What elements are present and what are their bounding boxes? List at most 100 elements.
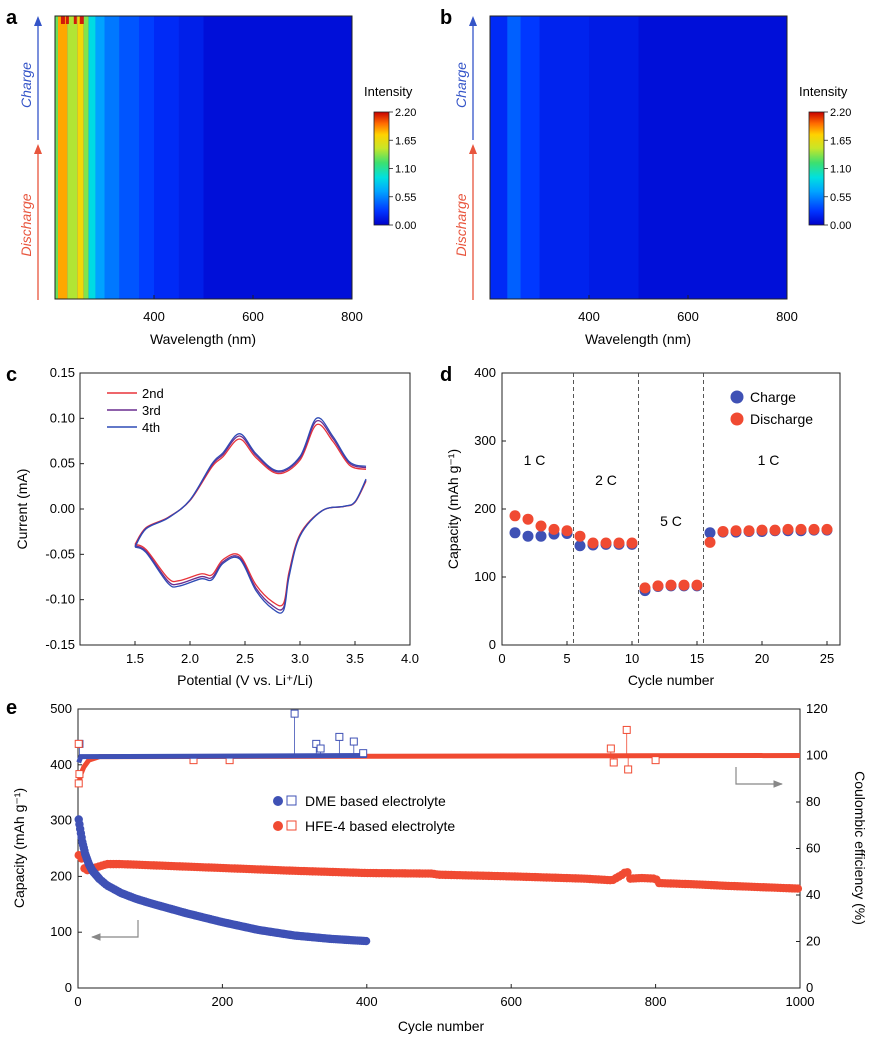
c-ytick-label: -0.15	[45, 637, 75, 652]
d-rate-label: 1 C	[758, 452, 780, 468]
a-colorbar-tick-label: 0.00	[395, 220, 416, 232]
d-point-discharge	[600, 537, 612, 549]
a-colorbar-tick-label: 2.20	[395, 107, 416, 119]
e-y2tick-label: 80	[806, 794, 820, 809]
d-point-discharge	[756, 524, 768, 536]
panel-a-colorbar	[373, 111, 390, 226]
panel-a-discharge-label: Discharge	[18, 193, 34, 256]
b-colorbar-tick-label: 1.10	[830, 164, 851, 176]
e-y2tick-label: 0	[806, 980, 813, 995]
c-ytick-label: 0.05	[50, 456, 75, 471]
d-xtick-label: 20	[755, 651, 769, 666]
panel-e-frame	[77, 708, 801, 989]
e-ce-dme-point	[359, 749, 368, 758]
c-xtick-label: 1.5	[126, 651, 144, 666]
panel-a-charge-arrowhead	[34, 16, 42, 26]
panel-label-e: e	[6, 697, 17, 719]
c-ytick-label: 0.10	[50, 410, 75, 425]
b-heat-band	[520, 16, 540, 299]
d-point-discharge	[665, 579, 677, 591]
d-xtick-label: 15	[690, 651, 704, 666]
d-xtick-label: 10	[625, 651, 639, 666]
e-y2tick-label: 120	[806, 701, 828, 716]
a-heat-hotspot	[73, 16, 77, 24]
e-xtick-label: 400	[356, 994, 378, 1009]
a-heat-hotspot	[60, 16, 65, 24]
b-heat-band	[589, 16, 639, 299]
panel-e-y2label: Coulombic efficiency (%)	[852, 771, 868, 925]
panel-c-frame	[79, 372, 411, 646]
panel-c-cv-plot: 1.5 2.0 2.5 3.0 3.5 4.0 -0.15 -0.10 -0.05 0.00 0.0…	[14, 365, 419, 688]
e-y2tick-label: 60	[806, 841, 820, 856]
panel-d-xlabel: Cycle number	[628, 672, 715, 688]
c-curve-4th-anodic	[134, 417, 367, 548]
panel-e-cycling-plot: 0 200 400 600 800 100001002003004005000204060…	[11, 701, 868, 1034]
e-ce-hfe-point	[606, 744, 615, 753]
e-ce-hfe-point	[75, 770, 84, 779]
c-xtick-label: 2.0	[181, 651, 199, 666]
d-point-discharge	[574, 530, 586, 542]
c-curve-4th-cathodic	[134, 478, 367, 614]
d-point-discharge	[704, 536, 716, 548]
panel-b-heatmap: 400 600 800 Wavelength (nm) Charge Dischar…	[453, 15, 851, 347]
d-point-discharge	[613, 537, 625, 549]
e-ce-dme-point	[349, 737, 358, 746]
panel-label-c: c	[6, 364, 17, 386]
panel-a-discharge-arrowhead	[34, 144, 42, 154]
d-point-discharge	[535, 520, 547, 532]
d-point-discharge	[821, 523, 833, 535]
d-ytick-label: 200	[474, 501, 496, 516]
panel-b-colorbar	[808, 111, 825, 226]
b-heat-band	[638, 16, 787, 299]
b-xtick-label: 400	[578, 309, 600, 324]
b-xtick-label: 800	[776, 309, 798, 324]
a-heat-hotspot	[65, 16, 69, 24]
a-heat-band	[178, 16, 204, 299]
panel-c-xlabel: Potential (V vs. Li⁺/Li)	[177, 672, 313, 688]
a-xtick-label: 800	[341, 309, 363, 324]
e-ytick-label: 200	[50, 868, 72, 883]
panel-b-colorbar-title: Intensity	[799, 84, 848, 99]
d-point-discharge	[743, 525, 755, 537]
c-xtick-label: 3.5	[346, 651, 364, 666]
a-heat-band	[104, 16, 120, 299]
c-xtick-label: 3.0	[291, 651, 309, 666]
d-rate-label: 5 C	[660, 513, 682, 529]
d-point-discharge	[691, 579, 703, 591]
a-heat-band	[95, 16, 105, 299]
a-heat-band	[154, 16, 179, 299]
e-ce-hfe-point	[622, 725, 631, 734]
e-ce-hfe-band	[76, 753, 801, 784]
e-legend-marker-filled	[273, 796, 283, 806]
panel-a-charge-label: Charge	[18, 62, 34, 108]
e-capacity-dme-point	[361, 936, 371, 946]
e-ytick-label: 400	[50, 757, 72, 772]
d-rate-label: 2 C	[595, 472, 617, 488]
a-heat-band	[83, 16, 89, 299]
a-xtick-label: 600	[242, 309, 264, 324]
d-point-discharge	[561, 525, 573, 537]
a-colorbar-tick-label: 0.55	[395, 192, 416, 204]
panel-b-charge-label: Charge	[453, 62, 469, 108]
a-heat-band	[139, 16, 154, 299]
d-ytick-label: 0	[489, 637, 496, 652]
d-point-discharge	[730, 525, 742, 537]
e-ce-dme-band	[76, 753, 367, 764]
e-xtick-label: 800	[645, 994, 667, 1009]
panel-b-discharge-arrowhead	[469, 144, 477, 154]
b-xtick-label: 600	[677, 309, 699, 324]
panel-b-charge-arrowhead	[469, 16, 477, 26]
d-legend-marker	[730, 390, 744, 404]
e-xtick-label: 200	[212, 994, 234, 1009]
c-xtick-label: 2.5	[236, 651, 254, 666]
panel-b-xlabel: Wavelength (nm)	[585, 331, 691, 347]
a-heat-band	[67, 16, 78, 299]
b-colorbar-tick-label: 2.20	[830, 107, 851, 119]
e-ce-dme-point	[335, 732, 344, 741]
c-legend-label: 3rd	[142, 403, 161, 418]
c-legend-label: 2nd	[142, 386, 164, 401]
d-point-charge	[509, 527, 521, 539]
d-point-discharge	[652, 580, 664, 592]
e-legend-label: DME based electrolyte	[305, 793, 446, 809]
